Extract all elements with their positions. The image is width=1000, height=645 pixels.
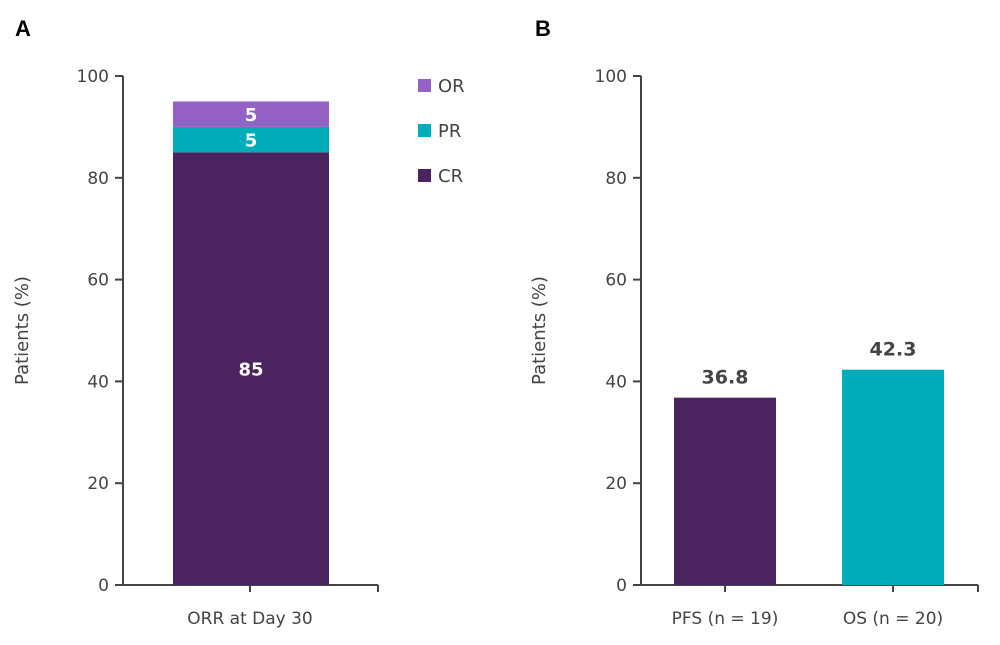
x-category-label: PFS (n = 19) bbox=[672, 609, 779, 629]
chart-b-y-tick-label: 60 bbox=[605, 271, 627, 291]
panel-label-a: A bbox=[15, 16, 31, 41]
chart-b: 0 20 40 60 80 100 Patients (%) 36.8 PFS (n = 19)… bbox=[529, 67, 979, 629]
legend-label-or: OR bbox=[438, 76, 465, 97]
bar-segment-pr bbox=[173, 126, 329, 153]
panel-label-b: B bbox=[535, 16, 551, 41]
chart-a-y-tick-label: 100 bbox=[77, 67, 109, 87]
chart-a-y-tick-label: 60 bbox=[87, 271, 109, 291]
chart-a-y-tick-label: 0 bbox=[98, 576, 109, 596]
chart-b-y-tick-label: 20 bbox=[605, 474, 627, 494]
x-category-label: ORR at Day 30 bbox=[187, 609, 313, 629]
bar-segment-or bbox=[173, 101, 329, 127]
bar-segment-cr bbox=[173, 152, 329, 585]
data-label-cr: 85 bbox=[238, 360, 263, 381]
chart-a-y-tick-label: 40 bbox=[87, 372, 109, 392]
chart-a-y-tick-label: 80 bbox=[87, 169, 109, 189]
bar-pfs bbox=[674, 397, 776, 585]
legend-label-cr: CR bbox=[438, 166, 463, 187]
chart-a: 0 20 40 60 80 100 Patients (%) 85 5 5 ORR at Day 3… bbox=[12, 67, 465, 629]
chart-b-y-tick-label: 0 bbox=[616, 576, 627, 596]
x-category-label: OS (n = 20) bbox=[843, 609, 943, 629]
data-label-pr: 5 bbox=[245, 131, 258, 152]
chart-b-y-tick-label: 80 bbox=[605, 169, 627, 189]
legend-label-pr: PR bbox=[438, 121, 461, 142]
legend-swatch-or bbox=[418, 79, 431, 92]
chart-b-y-tick-label: 100 bbox=[595, 67, 627, 87]
chart-a-y-axis-title: Patients (%) bbox=[12, 276, 33, 385]
chart-b-y-axis-title: Patients (%) bbox=[529, 276, 550, 385]
bar-os bbox=[842, 369, 944, 585]
data-label: 42.3 bbox=[870, 339, 917, 361]
legend-swatch-pr bbox=[418, 124, 431, 137]
legend-swatch-cr bbox=[418, 169, 431, 182]
data-label: 36.8 bbox=[702, 367, 749, 389]
chart-a-y-tick-label: 20 bbox=[87, 474, 109, 494]
data-label-or: 5 bbox=[245, 105, 258, 126]
chart-b-y-tick-label: 40 bbox=[605, 372, 627, 392]
